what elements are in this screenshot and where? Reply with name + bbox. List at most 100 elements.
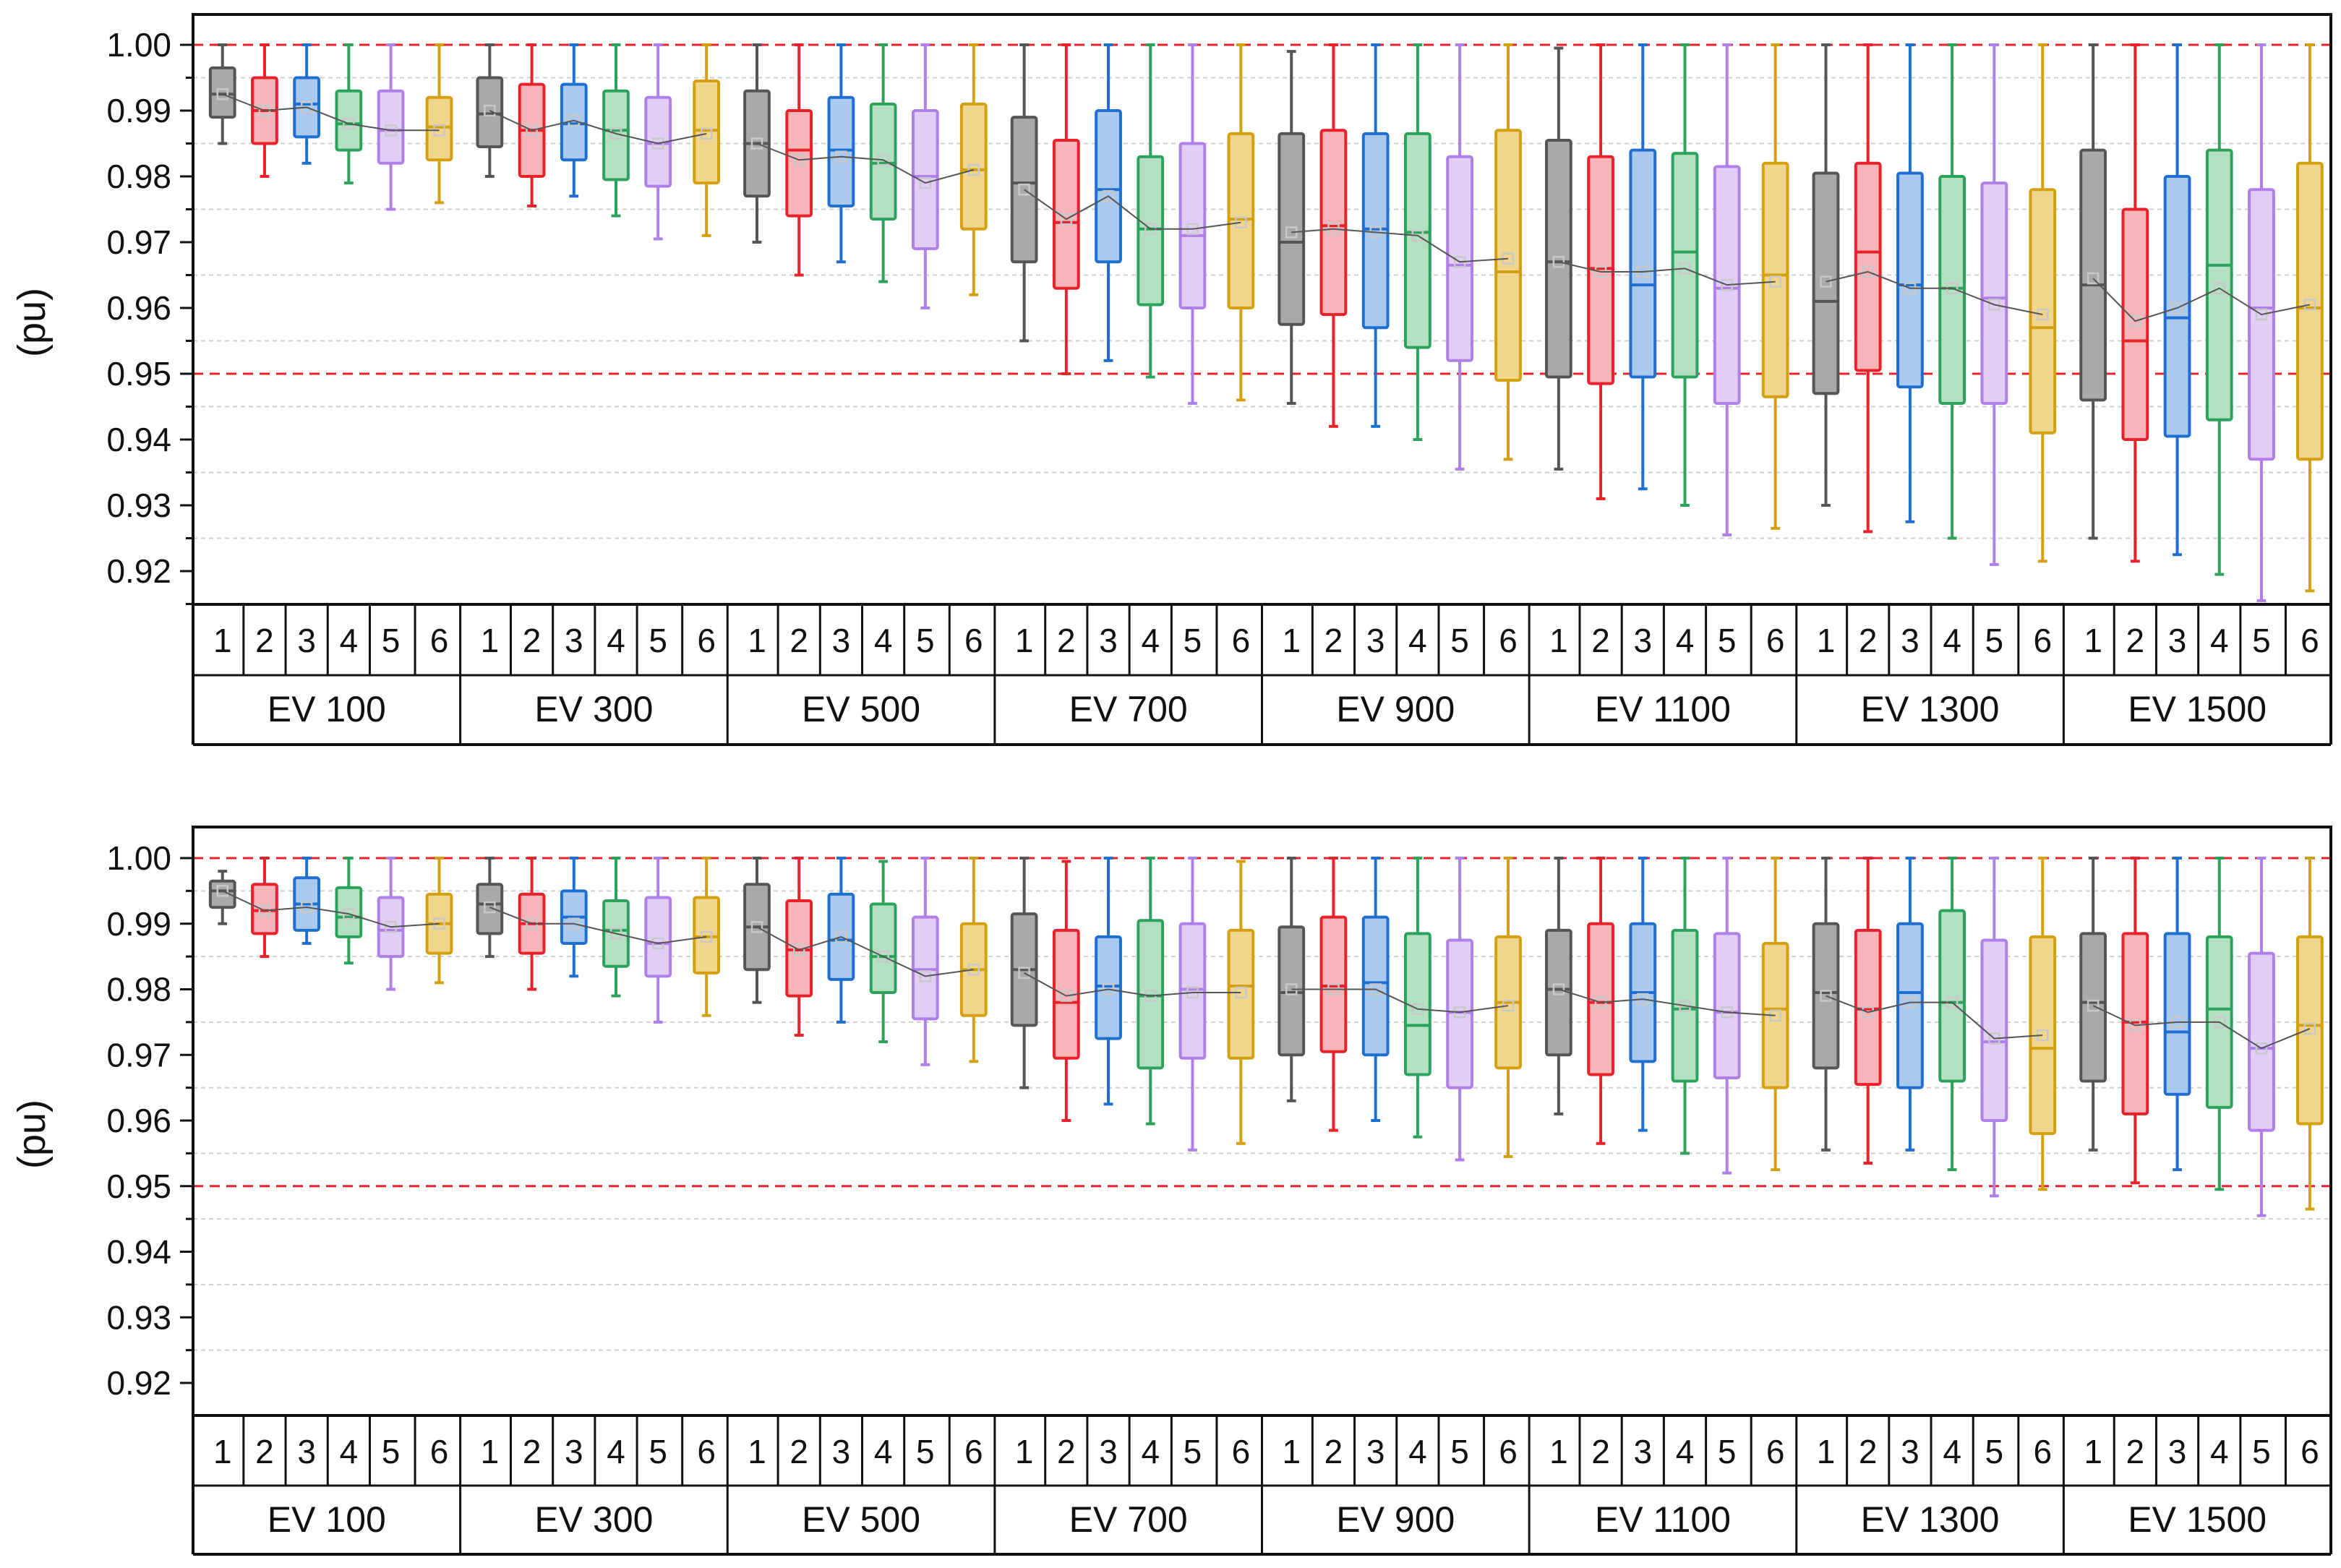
iqr-box: [377, 89, 405, 165]
plot-frame: [192, 13, 2332, 606]
box-ev1500-2: [2121, 857, 2149, 1185]
box-ev900-3: [1361, 43, 1390, 428]
box-ev300-4: [602, 43, 630, 218]
x-subcategory-label: 4: [1408, 1433, 1427, 1470]
iqr-box: [693, 80, 721, 185]
y-tick-label: 0.96: [106, 1102, 171, 1139]
box-ev500-3: [827, 43, 855, 264]
iqr-box: [476, 76, 504, 149]
x-subcategory-label: 2: [523, 1433, 542, 1470]
x-subcategory-label: 3: [565, 622, 583, 659]
x-subcategory-label: 3: [1633, 1433, 1652, 1470]
x-subcategory-label: 1: [1015, 622, 1034, 659]
iqr-box: [1178, 142, 1207, 309]
mean-marker: [2129, 314, 2141, 327]
x-subcategory-label: 4: [874, 622, 893, 659]
x-subcategory-label: 6: [697, 1433, 716, 1470]
x-subcategory-label: 6: [2301, 1433, 2319, 1470]
mean-marker: [750, 921, 763, 933]
iqr-box: [1137, 155, 1165, 307]
x-subcategory-label: 2: [1591, 1433, 1610, 1470]
iqr-box: [208, 66, 236, 119]
x-subcategory-label: 4: [607, 622, 625, 659]
box-ev700-2: [1052, 860, 1080, 1122]
mean-connector-ev500: [756, 142, 975, 184]
mean-marker: [2213, 282, 2225, 294]
y-tick-label: 0.97: [106, 223, 171, 261]
x-subcategory-label: 2: [1057, 1433, 1076, 1470]
box-ev1500-3: [2163, 43, 2191, 557]
y-tick-label: 0.96: [106, 289, 171, 327]
iqr-box: [2248, 188, 2275, 461]
iqr-box: [1812, 171, 1840, 395]
box-ev100-3: [293, 857, 321, 945]
iqr-box: [1446, 938, 1473, 1089]
box-ev100-1: [208, 43, 236, 145]
mean-connector-ev500: [756, 926, 974, 977]
iqr-box: [1361, 915, 1390, 1057]
x-group-label: EV 700: [1069, 689, 1188, 729]
chart-panel-1: 0.92 0.93 0.94 0.95 0.96 0.97 0.98 0.99 1.00 (pu)…: [10, 13, 2332, 746]
x-subcategory-label: 1: [1817, 1433, 1836, 1470]
iqr-box: [1227, 132, 1255, 309]
iqr-box: [1278, 925, 1306, 1057]
mean-marker: [484, 901, 496, 914]
box-ev300-5: [644, 857, 672, 1024]
iqr-box: [644, 95, 672, 188]
iqr-box: [693, 896, 721, 974]
box-ev900-2: [1319, 43, 1348, 428]
iqr-box: [1761, 161, 1789, 398]
iqr-box: [1587, 155, 1614, 385]
box-ev900-1: [1278, 50, 1306, 405]
box-ev300-1: [476, 857, 504, 959]
x-subcategory-label: 3: [1633, 622, 1652, 659]
mean-connector-ev900: [1291, 988, 1509, 1014]
iqr-box: [1319, 129, 1348, 317]
box-ev1100-3: [1629, 43, 1657, 491]
x-subcategory-label: 1: [1549, 622, 1568, 659]
iqr-box: [1095, 935, 1122, 1040]
x-subcategory-label: 4: [340, 1433, 359, 1470]
box-ev900-4: [1403, 857, 1431, 1139]
box-ev1100-2: [1587, 43, 1614, 500]
x-subcategory-label: 2: [2126, 1433, 2145, 1470]
iqr-box: [1629, 148, 1657, 379]
x-subcategory-label: 5: [382, 622, 401, 659]
iqr-box: [1494, 129, 1522, 382]
x-group-label: EV 300: [534, 1499, 653, 1540]
box-ev300-2: [518, 43, 546, 207]
x-subcategory-label: 3: [2168, 622, 2187, 659]
iqr-box: [2121, 207, 2149, 441]
x-subcategory-label: 5: [2252, 622, 2271, 659]
x-group-label: EV 1500: [2128, 689, 2267, 729]
x-subcategory-label: 6: [1499, 622, 1518, 659]
x-subcategory-label: 6: [964, 622, 983, 659]
mean-connector-ev1500: [2092, 278, 2311, 322]
mean-connector-ev900: [1291, 228, 1509, 263]
box-ev100-6: [425, 857, 453, 985]
mean-marker: [2255, 308, 2268, 321]
x-subcategory-label: 5: [916, 622, 935, 659]
y-tick-label: 0.92: [106, 1364, 171, 1402]
y-axis-label: (pu): [10, 1100, 54, 1169]
y-tick-label: 0.99: [106, 92, 171, 129]
mean-marker: [2303, 299, 2316, 311]
box-ev900-3: [1361, 857, 1390, 1122]
iqr-box: [1980, 181, 2008, 405]
x-subcategory-label: 1: [2084, 1433, 2102, 1470]
x-subcategory-label: 6: [1766, 1433, 1785, 1470]
box-ev1300-5: [1980, 43, 2008, 566]
box-ev700-6: [1227, 43, 1255, 402]
x-subcategory-label: 6: [2033, 622, 2052, 659]
box-ev1100-2: [1587, 857, 1614, 1145]
x-group-label: EV 300: [534, 689, 653, 729]
x-subcategory-label: 3: [565, 1433, 583, 1470]
box-ev700-5: [1178, 857, 1207, 1152]
mean-marker: [2087, 272, 2100, 285]
box-ev700-4: [1137, 857, 1165, 1126]
mean-marker: [216, 88, 228, 100]
box-ev900-5: [1446, 43, 1473, 471]
box-ev700-3: [1095, 857, 1122, 1106]
x-group-label: EV 1300: [1861, 689, 2000, 729]
x-subcategory-label: 5: [382, 1433, 401, 1470]
